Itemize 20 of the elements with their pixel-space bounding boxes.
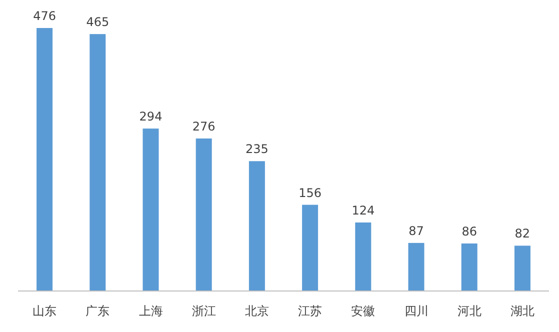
x-tick-label: 湖北	[510, 304, 534, 318]
x-tick-label: 广东	[86, 304, 110, 318]
x-tick-label: 江苏	[298, 304, 322, 318]
data-label: 465	[86, 15, 110, 30]
x-tick-label: 北京	[244, 304, 269, 318]
data-label: 235	[245, 142, 268, 156]
data-label: 156	[298, 186, 322, 200]
x-tick-label: 山东	[32, 304, 57, 318]
x-tick-label: 四川	[404, 304, 428, 318]
x-tick-label: 河北	[457, 304, 482, 318]
data-label: 87	[408, 224, 424, 238]
x-tick-label: 上海	[138, 304, 163, 318]
data-label: 86	[462, 224, 477, 238]
data-label: 476	[33, 9, 56, 23]
data-label: 82	[514, 226, 530, 241]
data-label: 124	[352, 203, 375, 218]
x-tick-label: 浙江	[192, 304, 216, 318]
data-label: 294	[139, 110, 162, 124]
data-label: 276	[192, 120, 216, 134]
x-tick-label: 安徽	[351, 304, 376, 318]
